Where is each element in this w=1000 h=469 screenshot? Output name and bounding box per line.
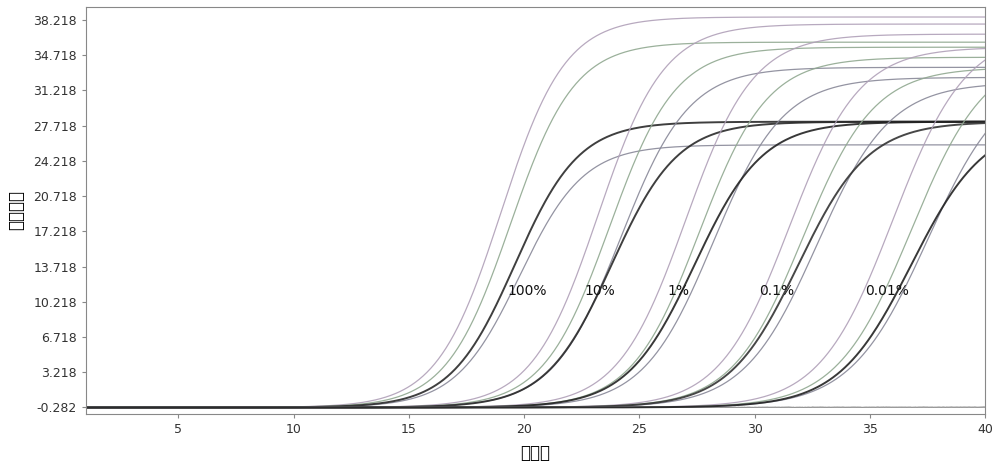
X-axis label: 循环数: 循环数 <box>521 444 551 462</box>
Text: 1%: 1% <box>667 284 689 298</box>
Text: 0.01%: 0.01% <box>865 284 909 298</box>
Y-axis label: 荧光信号: 荧光信号 <box>7 190 25 230</box>
Text: 10%: 10% <box>584 284 615 298</box>
Text: 0.1%: 0.1% <box>759 284 794 298</box>
Text: 100%: 100% <box>508 284 547 298</box>
